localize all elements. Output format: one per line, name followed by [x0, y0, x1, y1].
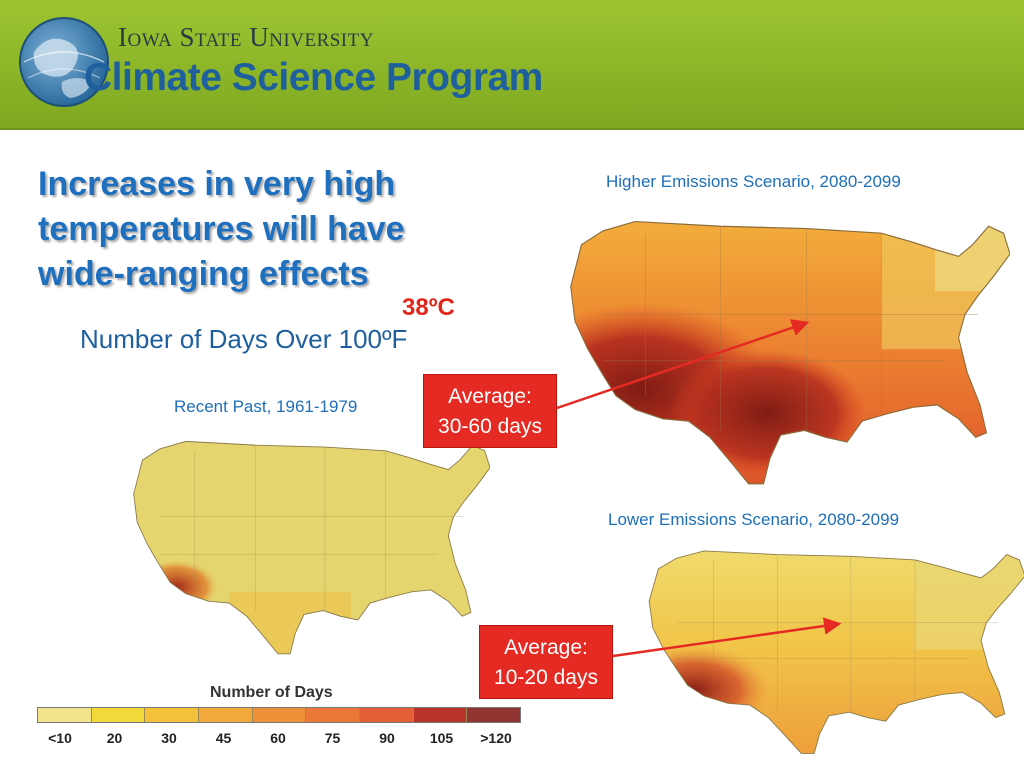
legend-swatch — [306, 708, 361, 722]
slide-subtitle: Number of Days Over 100ºF — [80, 324, 408, 354]
program-name: Climate Science Program — [84, 56, 543, 99]
legend-swatch — [199, 708, 253, 722]
higher-average-value: 30-60 days — [438, 415, 542, 438]
legend-tick-label: >120 — [480, 730, 512, 746]
legend-ticks: <10 20 30 45 60 75 90 105 >120 — [48, 730, 520, 750]
legend-title: Number of Days — [210, 684, 333, 701]
higher-emissions-map — [570, 221, 1010, 485]
globe-logo-icon — [19, 17, 109, 107]
higher-average-label: Average: — [448, 385, 532, 408]
higher-emissions-caption: Higher Emissions Scenario, 2080-2099 — [606, 172, 901, 191]
lower-average-label: Average: — [504, 636, 588, 659]
legend-tick-label: 20 — [106, 730, 123, 746]
lower-emissions-map — [648, 550, 1024, 754]
legend-color-bar — [37, 707, 521, 723]
legend-swatch — [252, 708, 307, 722]
legend-tick-label: <10 — [48, 730, 72, 746]
legend-tick-label: 75 — [324, 730, 341, 746]
legend-swatch — [38, 708, 92, 722]
legend-tick-label: 60 — [270, 730, 286, 746]
legend-swatch — [467, 708, 521, 722]
header-banner: Iowa State University Climate Science Pr… — [0, 0, 1024, 130]
recent-past-map — [133, 440, 490, 655]
celsius-label: 38ºC — [402, 294, 455, 321]
legend-swatch — [360, 708, 414, 722]
lower-average-value: 10-20 days — [494, 666, 598, 689]
legend-tick-label: 30 — [161, 730, 177, 746]
slide-title: Increases in very high temperatures will… — [38, 165, 405, 293]
legend-swatch — [91, 708, 146, 722]
lower-average-callout: Average: 10-20 days — [479, 625, 613, 699]
legend-tick-label: 105 — [429, 730, 454, 746]
legend-swatch — [413, 708, 468, 722]
lower-emissions-caption: Lower Emissions Scenario, 2080-2099 — [608, 510, 900, 529]
legend-tick-label: 90 — [379, 730, 395, 746]
recent-past-caption: Recent Past, 1961-1979 — [174, 397, 358, 416]
university-name: Iowa State University — [118, 22, 374, 52]
higher-average-callout: Average: 30-60 days — [423, 374, 557, 448]
legend-tick-label: 45 — [215, 730, 232, 746]
legend-swatch — [145, 708, 200, 722]
